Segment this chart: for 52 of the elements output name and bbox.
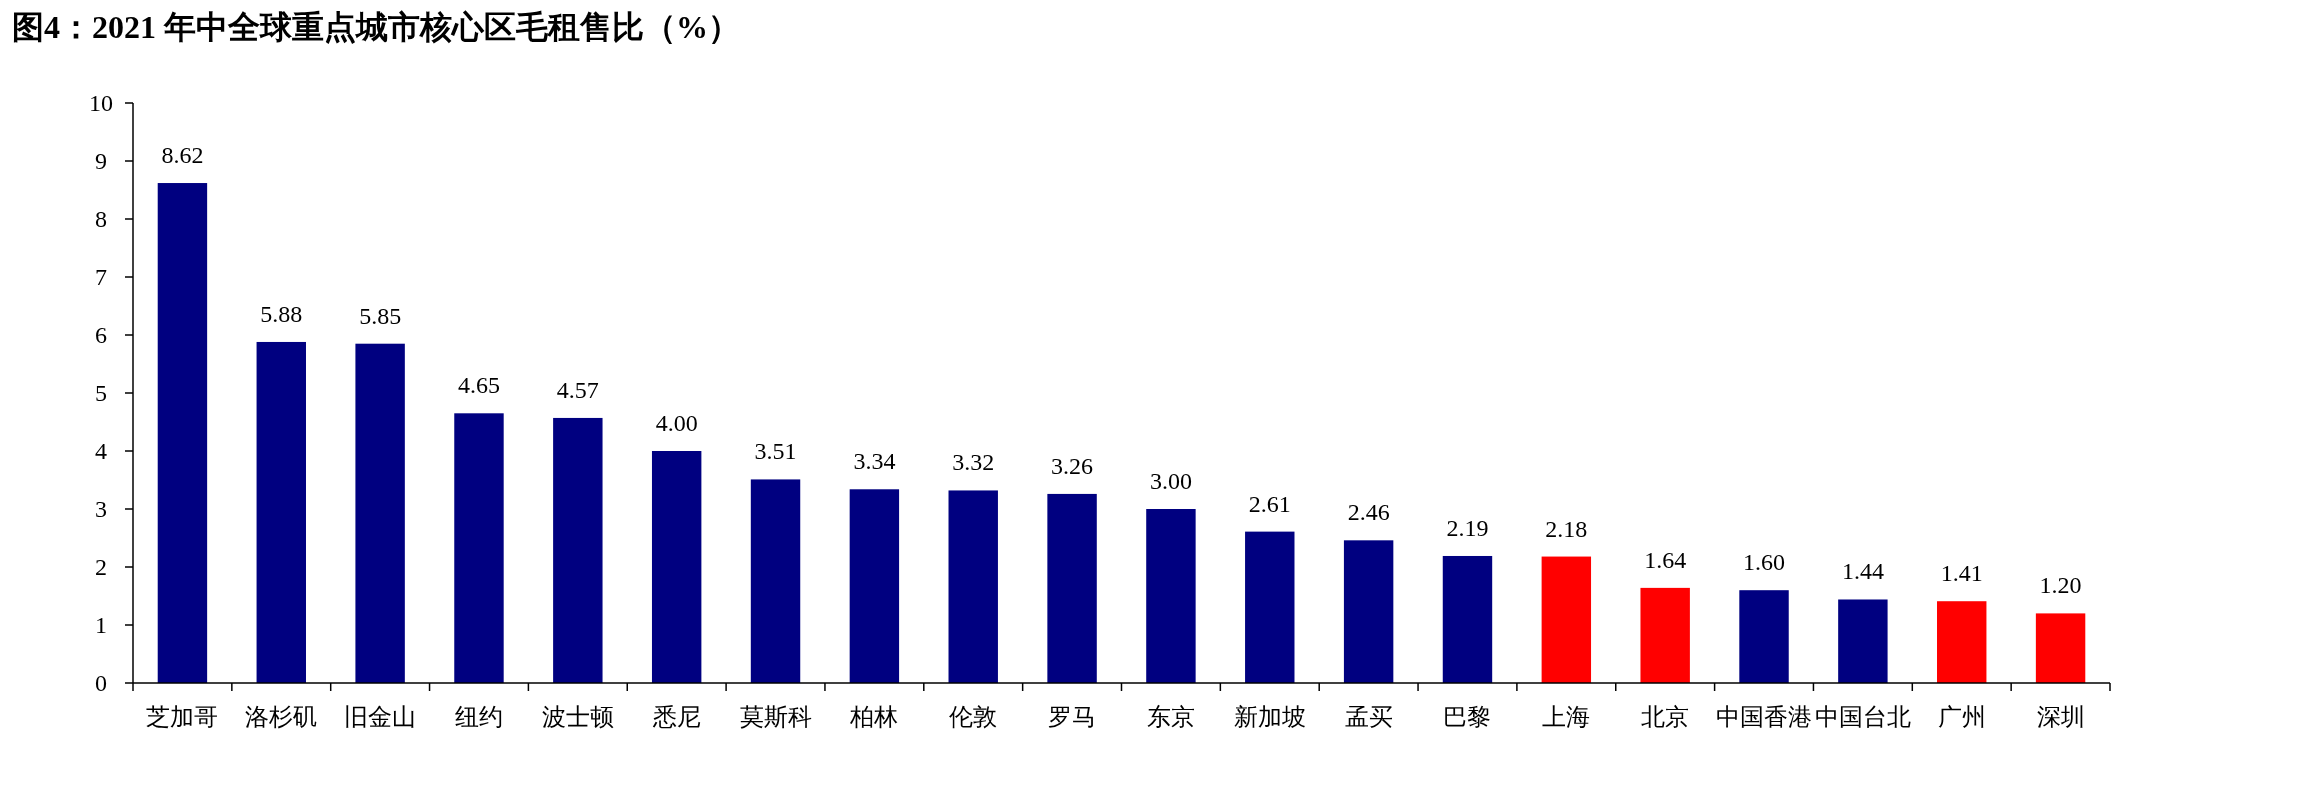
- x-tick-label: 东京: [1146, 704, 1195, 730]
- data-label: 3.00: [1149, 468, 1192, 494]
- y-tick-label: 1: [95, 612, 107, 638]
- x-tick-label: 罗马: [1048, 704, 1097, 730]
- x-tick-label: 广州: [1937, 704, 1986, 730]
- y-tick-label: 8: [95, 206, 107, 232]
- data-label: 3.32: [952, 449, 995, 476]
- x-tick-label: 波士顿: [541, 704, 614, 730]
- x-tick-label: 洛杉矶: [245, 704, 318, 730]
- data-label: 3.51: [754, 438, 797, 465]
- data-label: 4.00: [655, 410, 698, 436]
- data-label: 2.19: [1446, 514, 1489, 541]
- x-tick-label: 芝加哥: [146, 704, 219, 730]
- y-tick-label: 2: [95, 554, 107, 580]
- data-label: 1.20: [2039, 572, 2082, 599]
- x-tick-label: 伦敦: [949, 704, 998, 730]
- data-label: 1.64: [1644, 546, 1687, 573]
- y-tick-label: 0: [95, 670, 107, 696]
- y-tick-label: 6: [95, 322, 107, 348]
- data-label: 5.85: [359, 302, 402, 329]
- x-tick-label: 深圳: [2036, 704, 2085, 730]
- x-tick-label: 中国台北: [1814, 704, 1911, 730]
- data-label: 4.57: [556, 376, 599, 403]
- x-tick-label: 孟买: [1344, 704, 1393, 730]
- y-tick-label: 9: [95, 148, 107, 174]
- data-label: 3.26: [1051, 452, 1094, 479]
- x-tick-label: 纽约: [454, 704, 503, 730]
- x-tick-label: 上海: [1542, 704, 1591, 730]
- data-label: 2.46: [1347, 499, 1390, 526]
- data-label: 4.65: [457, 372, 500, 399]
- y-tick-label: 3: [95, 496, 107, 522]
- x-tick-label: 悉尼: [651, 704, 701, 730]
- y-tick-label: 5: [95, 380, 107, 406]
- data-label: 8.62: [161, 142, 204, 169]
- data-label: 3.34: [853, 448, 896, 475]
- data-label: 2.61: [1248, 490, 1291, 517]
- y-tick-label: 10: [89, 90, 113, 116]
- x-tick-label: 莫斯科: [739, 704, 812, 730]
- x-tick-label: 旧金山: [344, 704, 417, 730]
- data-label: 1.44: [1841, 558, 1884, 585]
- y-tick-label: 7: [95, 264, 107, 290]
- x-tick-label: 柏林: [849, 704, 899, 730]
- data-label: 1.41: [1940, 560, 1983, 587]
- title: 图4：2021 年中全球重点城市核心区毛租售比（%）: [12, 9, 740, 45]
- x-tick-label: 北京: [1641, 704, 1690, 730]
- x-tick-label: 中国香港: [1716, 704, 1813, 730]
- y-tick-label: 4: [95, 438, 107, 464]
- data-label: 5.88: [260, 300, 303, 327]
- data-label: 2.18: [1545, 515, 1588, 542]
- x-tick-label: 新加坡: [1233, 704, 1306, 730]
- data-label: 1.60: [1743, 549, 1786, 576]
- x-tick-label: 巴黎: [1443, 704, 1492, 730]
